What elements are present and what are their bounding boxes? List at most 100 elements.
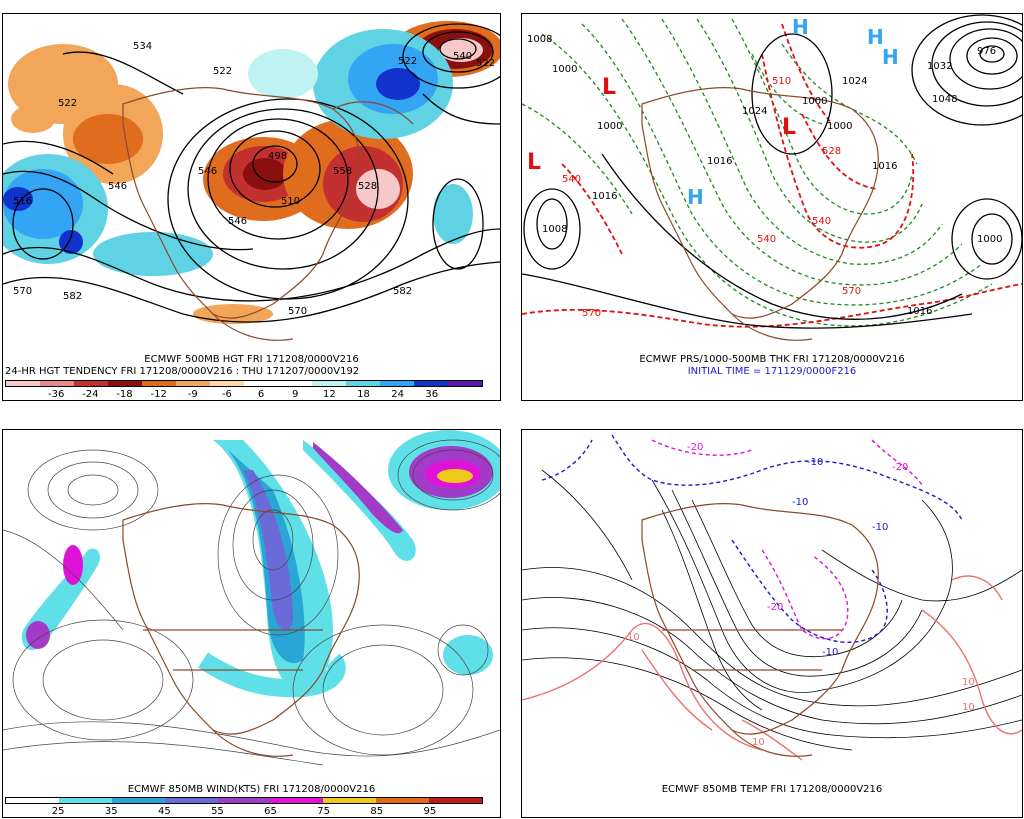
colorbar-label: -24 — [82, 389, 99, 400]
colorbar-label: 55 — [211, 806, 224, 817]
thickness-red-contours — [522, 23, 1022, 328]
low-marker: L — [527, 150, 541, 175]
thickness-label: 570 — [842, 286, 861, 297]
isobar-label: 1024 — [842, 76, 867, 87]
thickness-label: 528 — [822, 146, 841, 157]
colorbar-label: 9 — [292, 389, 299, 400]
panel-500mb-height: 534 522 522 540 522 522 546 558 498 510 … — [2, 13, 501, 401]
thickness-label: 540 — [812, 216, 831, 227]
isobar-label: 1000 — [977, 234, 1002, 245]
wind-speed-shading — [22, 430, 500, 698]
colorbar-label: 25 — [51, 806, 65, 817]
panel-pressure-thickness: L L L H H H H 1008 1000 1000 1016 1016 1… — [521, 13, 1023, 401]
isobar-label: 1032 — [927, 61, 952, 72]
isobar-label: 1016 — [907, 306, 932, 317]
temp-label: 10 — [752, 737, 765, 748]
colorbar-swatch — [270, 798, 324, 803]
colorbar-swatch — [278, 381, 312, 386]
colorbar-label: 24 — [391, 389, 405, 400]
contour-label: 522 — [213, 66, 232, 77]
temp-label: -20 — [892, 462, 908, 473]
colorbar-swatch — [346, 381, 380, 386]
contour-label: 522 — [58, 98, 77, 109]
colorbar-label: 85 — [370, 806, 384, 817]
isobar-label: 1024 — [742, 106, 767, 117]
colorbar-swatch — [217, 798, 271, 803]
isobar-label: 1008 — [527, 34, 552, 45]
isobar-label: 1000 — [827, 121, 852, 132]
colorbar-swatch — [429, 798, 483, 803]
thickness-label: 570 — [582, 308, 601, 319]
colorbar-swatch — [164, 798, 218, 803]
colorbar-swatch — [6, 381, 40, 386]
colorbar-swatch — [108, 381, 142, 386]
hgt-tendency-colorbar-labels: -36 -24 -18 -12 -9 -6 6 9 12 18 24 36 — [5, 389, 483, 400]
contour-label: 582 — [63, 291, 82, 302]
hgt-tendency-positive — [3, 29, 473, 276]
colorbar-swatch — [6, 798, 59, 803]
prs-thk-caption-line1: ECMWF PRS/1000-500MB THK FRI 171208/0000… — [639, 354, 905, 365]
colorbar-label: 95 — [423, 806, 437, 817]
colorbar-swatch — [323, 798, 377, 803]
colorbar-swatch — [40, 381, 74, 386]
isobar-label: 1000 — [552, 64, 577, 75]
colorbar-label: -36 — [48, 389, 65, 400]
thickness-labels: 540 540 570 570 540 528 510 — [562, 76, 861, 319]
contour-label: 516 — [13, 196, 32, 207]
temperature-labels: -20 -20 -10 -10 -10 -20 10 10 10 10 -10 — [627, 442, 975, 748]
hgt500-caption-line1: ECMWF 500MB HGT FRI 171208/0000V216 — [144, 354, 359, 365]
isobar-label: 1000 — [597, 121, 622, 132]
panel-850mb-wind: ECMWF 850MB WIND(KTS) FRI 171208/0000V21… — [2, 429, 501, 818]
temperature-contours — [522, 469, 1022, 751]
contour-label: 510 — [281, 196, 300, 207]
cold-contours — [541, 434, 963, 643]
colorbar-label: -12 — [150, 389, 167, 400]
thickness-label: 540 — [562, 174, 581, 185]
temp-label: 10 — [962, 677, 975, 688]
contour-label: 558 — [333, 166, 352, 177]
temp-label: -20 — [767, 602, 783, 613]
contour-label: 534 — [133, 41, 152, 52]
temp-label: -20 — [687, 442, 703, 453]
high-marker: H — [882, 45, 899, 69]
wind850-map — [3, 430, 500, 770]
temp-label: -10 — [872, 522, 888, 533]
isobar-contours — [522, 14, 1022, 329]
very-cold-contours — [651, 439, 923, 640]
colorbar-label: -9 — [187, 389, 198, 400]
isobar-label: 1016 — [872, 161, 897, 172]
coastlines — [122, 87, 414, 341]
pressure-centers: L L L H H H H — [527, 15, 899, 209]
height-contour-labels: 534 522 522 540 522 522 546 558 498 510 … — [13, 41, 495, 317]
colorbar-swatch — [176, 381, 210, 386]
panel-850mb-temp: -20 -20 -10 -10 -10 -20 10 10 10 10 -10 … — [521, 429, 1023, 818]
temp850-map: -20 -20 -10 -10 -10 -20 10 10 10 10 -10 — [522, 430, 1022, 775]
temp-label: -10 — [807, 457, 823, 468]
wind-speed-colorbar — [5, 797, 483, 804]
colorbar-label: 35 — [104, 806, 118, 817]
temp-label: 10 — [627, 632, 640, 643]
colorbar-swatch — [448, 381, 482, 386]
thickness-label: 510 — [772, 76, 791, 87]
colorbar-swatch — [74, 381, 108, 386]
colorbar-swatch — [312, 381, 346, 386]
isobar-label: 1048 — [932, 94, 957, 105]
height-contours — [3, 23, 500, 323]
prs-thk-map: L L L H H H H 1008 1000 1000 1016 1016 1… — [522, 14, 1022, 352]
colorbar-label: 6 — [257, 389, 265, 400]
contour-label: 582 — [393, 286, 412, 297]
colorbar-swatch — [58, 798, 112, 803]
isobar-label: 1016 — [592, 191, 617, 202]
prs-thk-caption-line2: INITIAL TIME = 171129/0000F216 — [687, 366, 857, 377]
temp-label: -10 — [792, 497, 808, 508]
temp850-caption-line1: ECMWF 850MB TEMP FRI 171208/0000V216 — [661, 784, 883, 795]
isobar-label: 1008 — [542, 224, 567, 235]
contour-label: 522 — [476, 58, 495, 69]
isobar-label: 976 — [977, 46, 996, 57]
contour-label: 522 — [398, 56, 417, 67]
temp-label: 10 — [962, 702, 975, 713]
colorbar-label: 45 — [157, 806, 171, 817]
wind850-caption-line1: ECMWF 850MB WIND(KTS) FRI 171208/0000V21… — [127, 784, 376, 795]
contour-label: 546 — [108, 181, 127, 192]
coastlines — [122, 503, 360, 757]
